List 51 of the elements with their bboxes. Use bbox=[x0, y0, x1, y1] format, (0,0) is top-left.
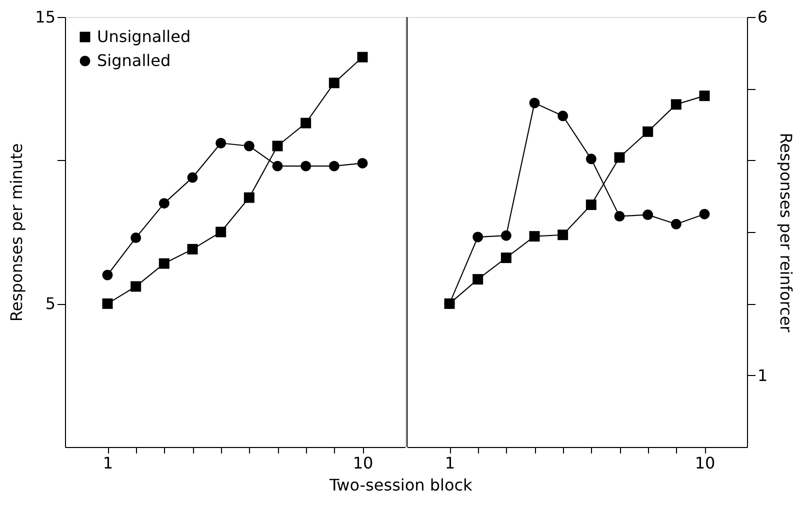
point bbox=[187, 244, 198, 254]
legend-label: Signalled bbox=[97, 51, 171, 70]
x-tick-label: 10 bbox=[352, 454, 374, 472]
x-tick-label: 10 bbox=[694, 454, 716, 472]
point bbox=[102, 270, 113, 280]
point bbox=[244, 192, 254, 203]
point bbox=[102, 298, 113, 309]
point bbox=[670, 99, 682, 110]
point bbox=[300, 160, 312, 172]
point bbox=[216, 138, 226, 148]
point bbox=[187, 172, 198, 183]
point bbox=[614, 152, 625, 163]
point bbox=[244, 140, 254, 152]
point bbox=[558, 230, 568, 240]
point bbox=[216, 226, 226, 238]
legend-label: Unsignalled bbox=[97, 27, 191, 46]
x-axis-title: Two-session block bbox=[328, 476, 474, 494]
x-tick-label: 1 bbox=[102, 454, 114, 472]
point bbox=[642, 210, 654, 220]
point bbox=[158, 198, 170, 209]
point bbox=[614, 211, 625, 222]
point bbox=[529, 231, 540, 242]
point bbox=[529, 98, 540, 108]
point bbox=[586, 154, 596, 164]
point bbox=[472, 274, 484, 285]
point bbox=[328, 160, 340, 172]
point bbox=[272, 140, 283, 152]
point bbox=[472, 232, 484, 242]
point bbox=[586, 200, 596, 210]
point bbox=[272, 160, 283, 172]
point bbox=[300, 118, 312, 128]
y-tick-label: 15 bbox=[35, 8, 56, 26]
y2-tick-label: 1 bbox=[758, 366, 768, 385]
point bbox=[558, 110, 568, 122]
y-tick-label: 5 bbox=[45, 294, 56, 314]
point bbox=[357, 52, 368, 62]
point bbox=[500, 230, 512, 241]
point bbox=[670, 218, 682, 230]
point bbox=[642, 126, 654, 137]
point bbox=[357, 158, 368, 168]
point bbox=[130, 281, 142, 292]
y2-axis-title: Responses per reinforcer bbox=[776, 132, 796, 333]
y-axis-title: Responses per minute bbox=[7, 143, 26, 322]
point bbox=[130, 232, 142, 243]
point bbox=[328, 78, 340, 88]
point bbox=[699, 208, 710, 220]
point bbox=[699, 90, 710, 102]
y2-tick-label: 6 bbox=[758, 8, 768, 26]
x-tick-label: 1 bbox=[444, 454, 456, 472]
point bbox=[158, 258, 170, 269]
point bbox=[500, 252, 512, 264]
